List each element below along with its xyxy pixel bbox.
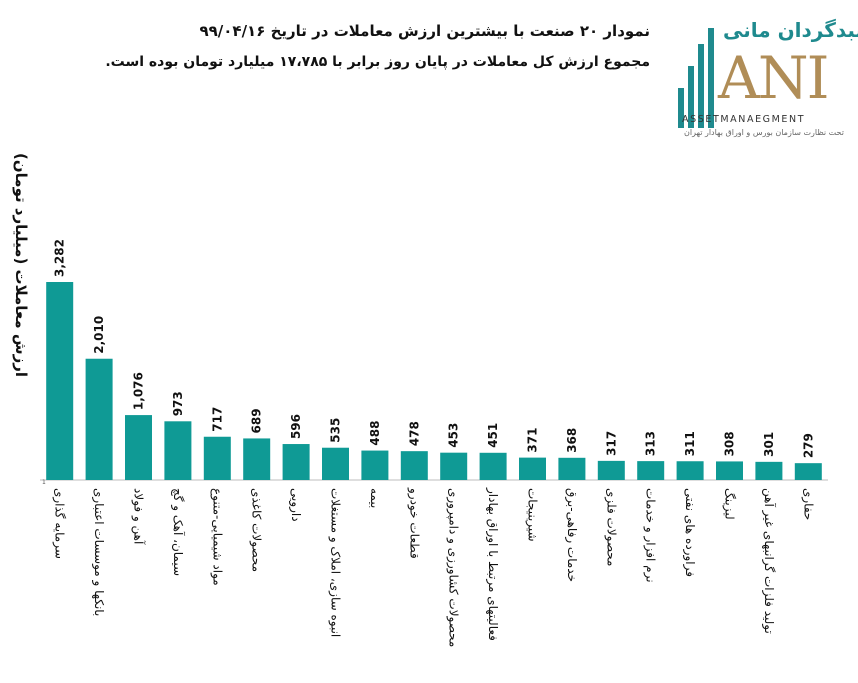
- category-label: فراورده های نفتی: [682, 488, 697, 577]
- chart-title-line1: نمودار ۲۰ صنعت با بیشترین ارزش معاملات د…: [199, 22, 650, 40]
- data-label: 973: [171, 391, 185, 416]
- data-label: 311: [683, 431, 697, 456]
- bar: [716, 461, 743, 480]
- category-label: بانکها و موسسات اعتباری: [91, 488, 106, 616]
- bar: [282, 444, 310, 480]
- category-label: حفاری: [800, 488, 815, 520]
- bar: [85, 358, 113, 480]
- data-label: 689: [250, 408, 264, 433]
- category-label: لیزینگ: [722, 488, 737, 520]
- category-label: محصولات فلزی: [603, 488, 618, 566]
- category-label: نرم افزار و خدمات: [643, 488, 658, 583]
- bar: [322, 447, 349, 480]
- data-label: 717: [210, 407, 224, 432]
- data-label: 279: [801, 433, 815, 458]
- company-logo: سبدگردان مانی ANI ASSETMANAEGMENT تحت نظ…: [678, 18, 858, 143]
- data-label: 596: [289, 414, 303, 439]
- data-label: 1,076: [132, 372, 146, 410]
- category-label: تولید فلزات گرانبهای غیر آهن: [761, 488, 777, 634]
- category-label: فعالیتهای مرتبط با اوراق بهادار: [485, 487, 500, 641]
- data-label: 301: [762, 432, 776, 457]
- category-label: آهن و فولاد: [131, 488, 147, 545]
- category-label: قطعات خودرو: [406, 487, 421, 559]
- category-label: محصولات کشاورزی و دامپروری: [446, 488, 461, 647]
- y-axis-tick-label: 1: [42, 479, 46, 486]
- bar: [243, 438, 271, 480]
- data-label: 308: [723, 431, 737, 456]
- data-label: 313: [644, 431, 658, 456]
- logo-name: سبدگردان مانی: [723, 18, 858, 42]
- data-label: 453: [447, 423, 461, 448]
- category-label: سرمایه گذاری: [52, 488, 67, 559]
- bar: [755, 461, 783, 480]
- data-label: 2,010: [92, 316, 106, 354]
- category-label: سیمان، آهک و گچ: [170, 488, 186, 576]
- category-label: انبوه سازی، املاک و مستغلات: [328, 488, 343, 637]
- data-label: 371: [526, 428, 540, 453]
- bar: [125, 415, 152, 480]
- category-label: مواد شیمیایی-متنوع: [209, 488, 224, 586]
- logo-bars-icon: [678, 28, 728, 128]
- data-label: 535: [329, 418, 343, 443]
- category-label: شیرینیجات: [525, 488, 540, 542]
- bar: [46, 282, 74, 480]
- logo-asset-text: ASSETMANAEGMENT: [682, 114, 806, 125]
- bar: [794, 463, 822, 480]
- category-label: محصولات کاغذی: [249, 488, 264, 572]
- category-label: دارویی: [288, 488, 303, 522]
- bar: [676, 461, 704, 480]
- category-label: بیمه: [368, 488, 382, 508]
- bar: [361, 450, 389, 480]
- category-label: خدمات رفاهی-برق: [564, 488, 579, 582]
- data-label: 451: [486, 423, 500, 448]
- bar: [479, 452, 507, 480]
- logo-letters: ANI: [718, 44, 830, 112]
- logo-subtitle: تحت نظارت سازمان بورس و اوراق بهادار تهر…: [684, 128, 844, 137]
- data-label: 488: [368, 420, 382, 445]
- bar: [203, 436, 231, 480]
- data-label: 3,282: [53, 239, 67, 277]
- chart-title: نمودار ۲۰ صنعت با بیشترین ارزش معاملات د…: [60, 20, 650, 70]
- data-label: 317: [604, 431, 618, 456]
- data-label: 478: [407, 421, 421, 446]
- bar: [519, 457, 546, 480]
- bar: [440, 452, 468, 480]
- bar: [400, 451, 428, 480]
- bar: [558, 457, 586, 480]
- bar: [164, 421, 192, 480]
- bar: [637, 461, 665, 480]
- bar: [597, 460, 625, 480]
- data-label: 368: [565, 428, 579, 453]
- chart-title-line2: مجموع ارزش کل معاملات در پایان روز برابر…: [105, 54, 650, 70]
